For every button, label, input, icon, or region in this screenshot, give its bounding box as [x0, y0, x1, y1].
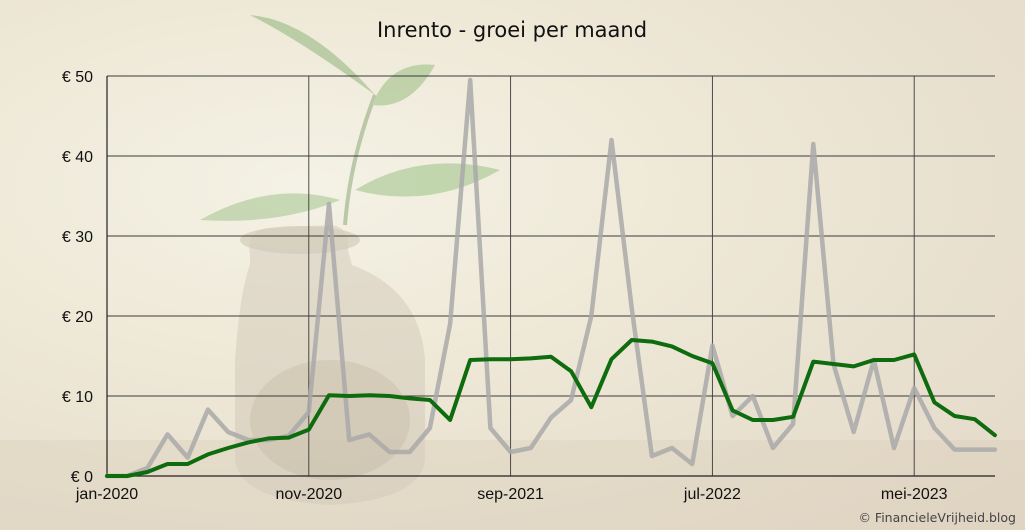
x-tick-label: jan-2020: [75, 486, 138, 503]
y-tick-label: € 20: [62, 309, 93, 326]
y-tick-label: € 50: [62, 69, 93, 86]
y-tick-label: € 10: [62, 389, 93, 406]
y-tick-label: € 30: [62, 229, 93, 246]
y-axis-ticks: € 0 € 10 € 20 € 30 € 40 € 50: [62, 69, 93, 486]
y-tick-label: € 40: [62, 149, 93, 166]
grid: [107, 75, 995, 476]
chart-title: Inrento - groei per maand: [377, 18, 647, 42]
credit-label: © FinancieleVrijheid.blog: [858, 510, 1016, 525]
x-tick-label: sep-2021: [477, 486, 544, 503]
axes: [106, 76, 995, 477]
x-tick-label: nov-2020: [275, 486, 342, 503]
x-tick-label: mei-2023: [881, 486, 948, 503]
x-axis-ticks: jan-2020 nov-2020 sep-2021 jul-2022 mei-2023: [75, 486, 948, 503]
y-tick-label: € 0: [71, 469, 93, 486]
x-tick-label: jul-2022: [683, 486, 741, 503]
series-lines: [104, 77, 998, 479]
series-line-2: [105, 338, 997, 478]
